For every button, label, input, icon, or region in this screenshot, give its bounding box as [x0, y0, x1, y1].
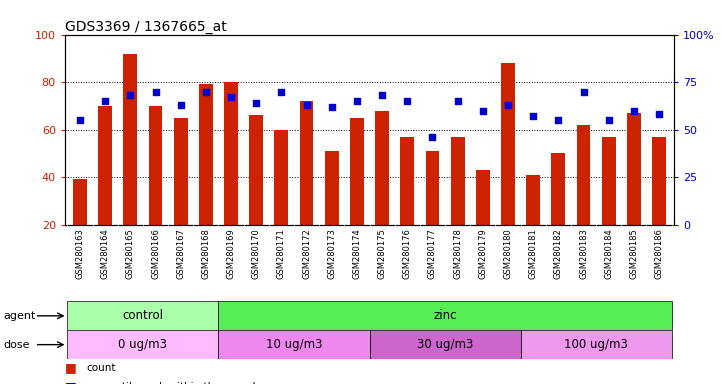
Bar [602, 137, 616, 225]
Bar [199, 84, 213, 225]
Text: percentile rank within the sample: percentile rank within the sample [87, 382, 262, 384]
Text: GSM280164: GSM280164 [101, 228, 110, 279]
Text: count: count [87, 362, 115, 373]
Point [552, 117, 564, 123]
Text: GSM280182: GSM280182 [554, 228, 563, 279]
Point [301, 102, 312, 108]
Text: GSM280175: GSM280175 [378, 228, 386, 279]
Bar [67, 330, 218, 359]
Bar [73, 179, 87, 225]
Point [578, 89, 589, 95]
Text: agent: agent [4, 311, 36, 321]
Text: GSM280178: GSM280178 [453, 228, 462, 279]
Bar [526, 175, 540, 225]
Text: zinc: zinc [433, 310, 457, 322]
Text: GSM280180: GSM280180 [503, 228, 513, 279]
Text: GSM280171: GSM280171 [277, 228, 286, 279]
Text: GSM280174: GSM280174 [353, 228, 361, 279]
Point [603, 117, 614, 123]
Point [452, 98, 464, 104]
Point [376, 92, 388, 98]
Text: dose: dose [4, 339, 30, 350]
Point [326, 104, 337, 110]
Point [653, 111, 665, 118]
Text: 100 ug/m3: 100 ug/m3 [564, 338, 628, 351]
Bar [218, 301, 672, 330]
Bar [275, 130, 288, 225]
Bar [67, 301, 218, 330]
Text: GSM280179: GSM280179 [478, 228, 487, 279]
Point [427, 134, 438, 140]
Text: GSM280176: GSM280176 [403, 228, 412, 279]
Text: ■: ■ [65, 361, 76, 374]
Bar [123, 54, 137, 225]
Point [527, 113, 539, 119]
Point [250, 100, 262, 106]
Bar [501, 63, 515, 225]
Bar [652, 137, 666, 225]
Bar [577, 125, 590, 225]
Text: GDS3369 / 1367665_at: GDS3369 / 1367665_at [65, 20, 226, 33]
Bar [552, 153, 565, 225]
Text: GSM280183: GSM280183 [579, 228, 588, 279]
Point [125, 92, 136, 98]
Bar [400, 137, 414, 225]
Point [150, 89, 162, 95]
Text: GSM280181: GSM280181 [528, 228, 538, 279]
Text: GSM280168: GSM280168 [201, 228, 211, 279]
Bar [325, 151, 339, 225]
Point [175, 102, 187, 108]
Point [275, 89, 287, 95]
Point [351, 98, 363, 104]
Text: GSM280177: GSM280177 [428, 228, 437, 279]
Text: 30 ug/m3: 30 ug/m3 [417, 338, 473, 351]
Bar [249, 115, 263, 225]
Bar [521, 330, 672, 359]
Bar [174, 118, 187, 225]
Bar [627, 113, 641, 225]
Text: GSM280163: GSM280163 [76, 228, 84, 279]
Text: GSM280169: GSM280169 [226, 228, 236, 279]
Bar [476, 170, 490, 225]
Point [99, 98, 111, 104]
Text: GSM280170: GSM280170 [252, 228, 261, 279]
Point [74, 117, 86, 123]
Bar [218, 330, 369, 359]
Bar [425, 151, 439, 225]
Bar [451, 137, 464, 225]
Bar [149, 106, 162, 225]
Text: GSM280186: GSM280186 [655, 228, 663, 279]
Text: GSM280185: GSM280185 [629, 228, 638, 279]
Point [477, 108, 489, 114]
Text: GSM280167: GSM280167 [176, 228, 185, 279]
Text: 10 ug/m3: 10 ug/m3 [266, 338, 322, 351]
Text: GSM280166: GSM280166 [151, 228, 160, 279]
Bar [98, 106, 112, 225]
Text: GSM280165: GSM280165 [126, 228, 135, 279]
Bar [369, 330, 521, 359]
Point [503, 102, 514, 108]
Text: 0 ug/m3: 0 ug/m3 [118, 338, 167, 351]
Text: GSM280173: GSM280173 [327, 228, 336, 279]
Bar [224, 82, 238, 225]
Text: ■: ■ [65, 380, 76, 384]
Text: GSM280172: GSM280172 [302, 228, 311, 279]
Point [225, 94, 236, 100]
Point [628, 108, 640, 114]
Text: control: control [123, 310, 164, 322]
Bar [300, 101, 314, 225]
Text: GSM280184: GSM280184 [604, 228, 613, 279]
Point [402, 98, 413, 104]
Bar [375, 111, 389, 225]
Bar [350, 118, 364, 225]
Point [200, 89, 212, 95]
